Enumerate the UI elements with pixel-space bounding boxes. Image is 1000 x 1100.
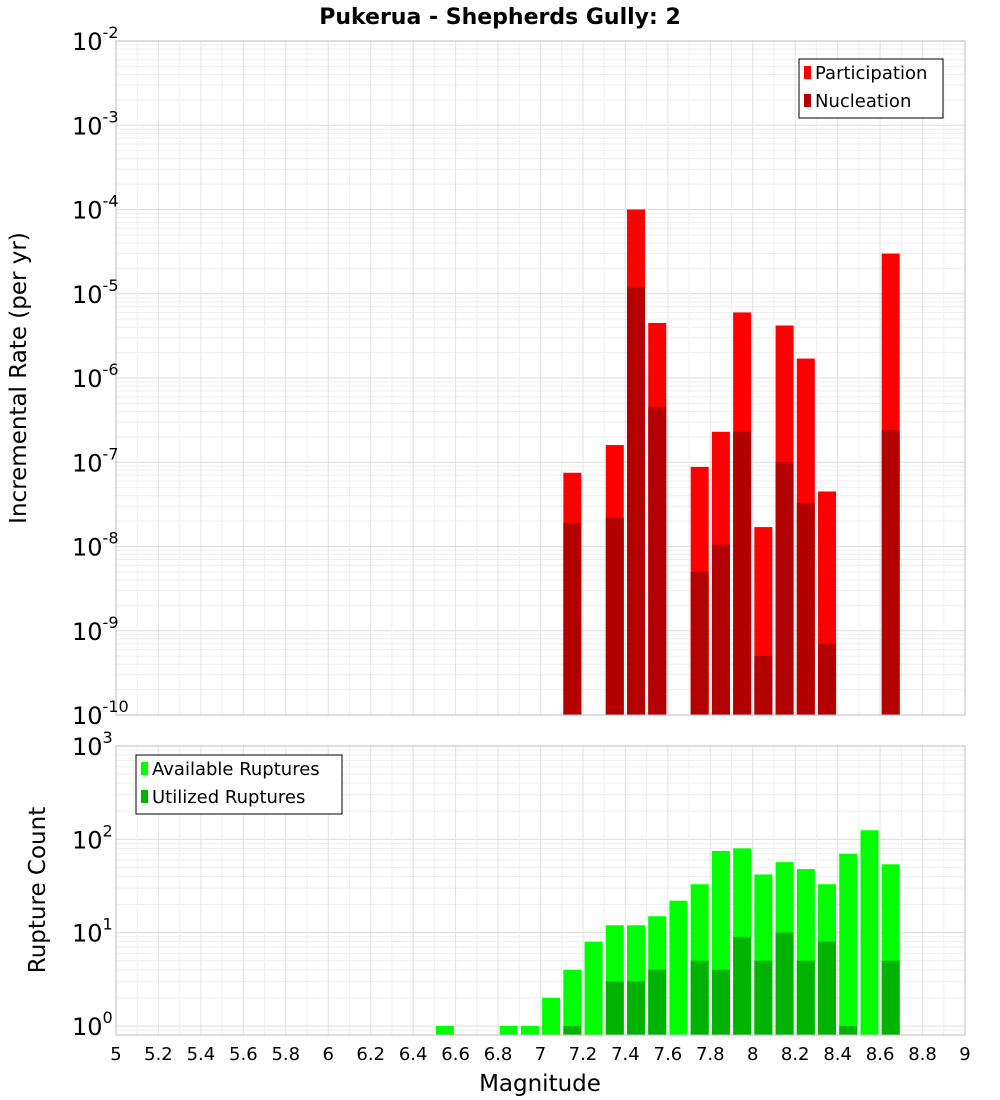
available-bar (669, 900, 688, 1035)
utilized-bar (627, 981, 646, 1035)
nucleation-bar (754, 656, 773, 715)
nucleation-bar (796, 502, 815, 715)
bottom-y-tick-label: 101 (72, 915, 113, 948)
top-y-axis-label: Incremental Rate (per yr) (6, 232, 32, 524)
available-bar (839, 853, 858, 1035)
utilized-bar (563, 1025, 582, 1035)
nucleation-bar (881, 430, 900, 715)
utilized-bar (605, 981, 624, 1035)
bottom-y-axis-label: Rupture Count (25, 807, 51, 973)
x-tick-label: 6.6 (441, 1044, 470, 1065)
available-bar (520, 1025, 539, 1035)
top-legend-label: Participation (815, 63, 927, 84)
bottom-y-tick-label: 103 (72, 728, 113, 761)
top-y-tick-label: 10-4 (72, 192, 119, 225)
bottom-legend-swatch (141, 762, 148, 775)
bottom-y-tick-label: 102 (72, 821, 113, 854)
x-tick-label: 7.8 (696, 1044, 725, 1065)
available-bar (860, 830, 879, 1035)
nucleation-bar (690, 571, 709, 715)
x-tick-label: 9 (959, 1044, 970, 1065)
x-tick-label: 7.2 (569, 1044, 598, 1065)
bottom-plot-frame (115, 745, 966, 1036)
x-tick-label: 5.2 (144, 1044, 173, 1065)
x-tick-label: 5.6 (229, 1044, 258, 1065)
bottom-legend-label: Utilized Ruptures (152, 787, 305, 808)
bottom-y-tick-label: 100 (72, 1008, 113, 1041)
utilized-bar (796, 960, 815, 1035)
top-y-tick-label: 10-10 (72, 697, 129, 730)
x-tick-label: 6 (323, 1044, 334, 1065)
x-tick-label: 5 (110, 1044, 121, 1065)
nucleation-bar (733, 431, 752, 715)
utilized-bar (818, 941, 837, 1035)
x-tick-label: 7.4 (611, 1044, 640, 1065)
x-tick-label: 6.4 (399, 1044, 428, 1065)
utilized-bar (733, 936, 752, 1035)
top-legend-swatch (804, 66, 811, 79)
chart-title: Pukerua - Shepherds Gully: 2 (319, 5, 681, 30)
x-tick-label: 7 (535, 1044, 546, 1065)
utilized-bar (839, 1025, 858, 1035)
x-tick-label: 5.8 (271, 1044, 300, 1065)
utilized-bar (711, 969, 730, 1035)
top-y-tick-label: 10-2 (72, 23, 119, 56)
top-plot-frame (115, 40, 966, 716)
utilized-bar (754, 960, 773, 1035)
x-tick-label: 8.4 (823, 1044, 852, 1065)
nucleation-bar (711, 544, 730, 715)
utilized-bar (775, 932, 794, 1035)
x-tick-label: 5.4 (187, 1044, 216, 1065)
rupture-count-panel: 100 101 102 103 Available Ruptures Utilized R… (72, 728, 971, 1065)
nucleation-bar (775, 462, 794, 715)
top-y-tick-label: 10-5 (72, 276, 119, 309)
bottom-legend-label: Available Ruptures (152, 759, 320, 780)
bottom-legend-swatch (141, 790, 148, 803)
x-axis-label: Magnitude (479, 1071, 601, 1097)
top-y-tick-label: 10-3 (72, 107, 119, 140)
bottom-legend (135, 754, 343, 815)
utilized-bar (690, 960, 709, 1035)
available-bar (584, 941, 603, 1035)
top-y-tick-label: 10-9 (72, 613, 119, 646)
x-tick-label: 8.2 (781, 1044, 810, 1065)
x-tick-label: 8 (747, 1044, 758, 1065)
top-legend (798, 58, 944, 119)
x-tick-label: 6.8 (484, 1044, 513, 1065)
utilized-bar (648, 969, 667, 1035)
utilized-bar (881, 960, 900, 1035)
top-legend-label: Nucleation (815, 91, 911, 112)
available-bar (499, 1025, 518, 1035)
x-tick-label: 7.6 (654, 1044, 683, 1065)
x-tick-label: 6.2 (356, 1044, 385, 1065)
available-bar (542, 997, 561, 1035)
nucleation-bar (818, 643, 837, 715)
top-y-tick-label: 10-7 (72, 444, 119, 477)
x-tick-label: 8.8 (908, 1044, 937, 1065)
x-tick-label: 8.6 (866, 1044, 895, 1065)
available-bar (435, 1025, 454, 1035)
top-y-tick-label: 10-8 (72, 529, 119, 562)
nucleation-bar (648, 407, 667, 715)
top-y-tick-label: 10-6 (72, 360, 119, 393)
incremental-rate-panel: 10-10 10-9 10-8 10-7 10-6 10-5 10-4 10-3 10-2 Par… (72, 23, 966, 730)
available-bar (563, 969, 582, 1035)
top-legend-swatch (804, 94, 811, 107)
nucleation-bar (627, 287, 646, 715)
nucleation-bar (605, 517, 624, 715)
nucleation-bar (563, 523, 582, 715)
